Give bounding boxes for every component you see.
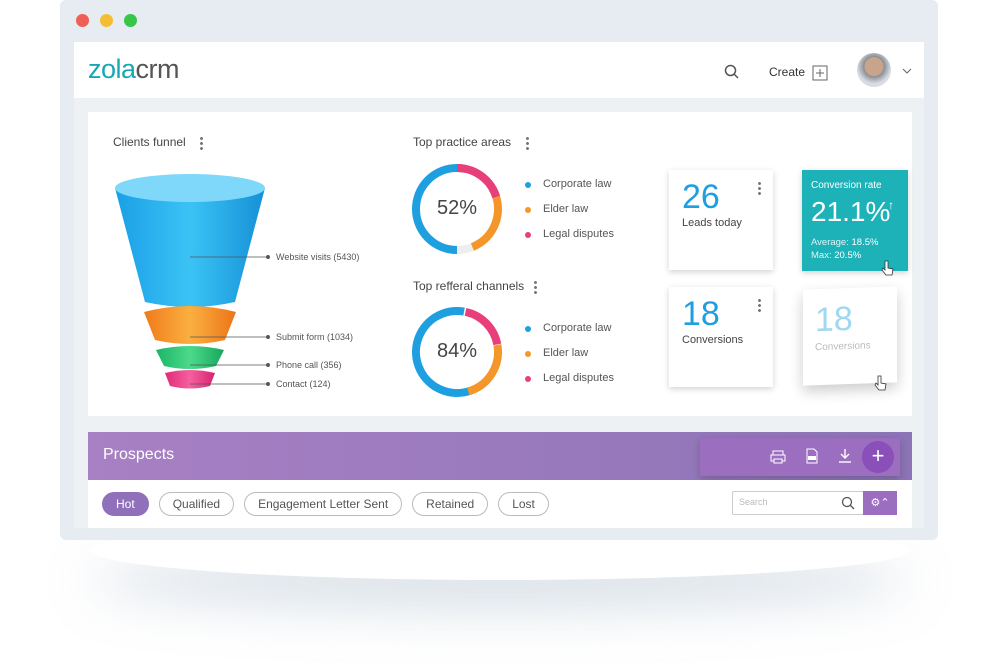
funnel-label: Phone call (356) (276, 360, 342, 370)
avatar-chevron[interactable] (902, 68, 912, 74)
kpi-label: Conversions (815, 340, 871, 354)
filter-pill[interactable]: Lost (498, 492, 549, 516)
legend-item: Legal disputes (525, 228, 614, 240)
export-button[interactable] (804, 448, 820, 464)
avatar[interactable] (857, 53, 891, 87)
stat-label: Average: (811, 237, 849, 248)
create-icon[interactable] (812, 63, 830, 81)
funnel-title: Clients funnel (113, 135, 186, 149)
section-title: Prospects (103, 446, 175, 463)
legend-label: Legal disputes (543, 228, 614, 240)
funnel-label: Website visits (5430) (276, 252, 360, 262)
logo-product: crm (135, 54, 180, 84)
trend-arrow: ↑ (888, 198, 894, 212)
funnel-label: Contact (124) (276, 379, 331, 389)
menu[interactable] (534, 280, 537, 294)
stat-row: Max: 20.5% (811, 250, 861, 261)
menu[interactable] (758, 181, 761, 195)
download-button[interactable] (837, 448, 853, 464)
search-placeholder: Search (739, 497, 768, 507)
print-button[interactable] (770, 450, 786, 464)
legend-label: Corporate law (543, 322, 612, 334)
donut-center-label: 84% (436, 340, 478, 362)
ghost-card[interactable]: 18 Conversions (803, 286, 897, 386)
funnel (115, 174, 270, 389)
filter-pills: Hot Qualified Engagement Letter Sent Retain… (102, 492, 559, 516)
funnel-stage (144, 306, 236, 344)
zoom-dot[interactable] (124, 14, 137, 27)
kpi-card[interactable]: 18 Conversions (669, 287, 773, 387)
search-box[interactable]: Search (732, 491, 864, 515)
funnel-label: Submit form (1034) (276, 332, 354, 342)
legend-label: Legal disputes (543, 372, 614, 384)
filter-pill[interactable]: Qualified (158, 492, 235, 516)
stat-value: 20.5% (834, 250, 862, 261)
section-title: Top practice areas (413, 135, 512, 149)
kpi-value: 21.1% (811, 196, 891, 227)
donut (412, 164, 502, 254)
legend-item: Legal disputes (525, 372, 614, 384)
minimize-dot[interactable] (100, 14, 113, 27)
menu[interactable] (758, 298, 761, 312)
search-icon[interactable] (841, 496, 855, 510)
filter-row: Hot Qualified Engagement Letter Sent Retain… (88, 480, 912, 528)
donut (412, 307, 502, 397)
legend-item: Corporate law (525, 322, 612, 334)
legend-label: Elder law (543, 203, 589, 215)
kpi-label: Leads today (682, 217, 742, 229)
kpi-value: 26 (682, 178, 720, 216)
stat-label: Max: (811, 250, 832, 261)
kpi-label: Conversions (682, 334, 744, 346)
menu[interactable] (526, 136, 529, 150)
card-title: Conversion rate (811, 180, 882, 191)
legend-label: Corporate law (543, 178, 612, 190)
create-button[interactable]: Create (769, 65, 806, 79)
menu[interactable] (200, 136, 203, 150)
filter-pill[interactable]: Retained (412, 492, 489, 516)
prospects-bar: Prospects + (88, 432, 912, 480)
conversion-card[interactable]: Conversion rate 21.1% ↑ Average: 18.5% M… (802, 170, 908, 271)
cursor (881, 260, 894, 276)
funnel-stage (156, 346, 224, 369)
settings-button[interactable]: ⚙⌃ (863, 491, 897, 515)
filter-pill[interactable]: Hot (102, 492, 149, 516)
search-icon[interactable] (724, 64, 740, 80)
funnel-stage (165, 370, 215, 389)
stat-row: Average: 18.5% (811, 237, 878, 248)
kpi-value: 18 (682, 295, 720, 333)
logo-brand: zola (88, 54, 136, 84)
filter-pill[interactable]: Engagement Letter Sent (244, 492, 403, 516)
donut-center-label: 52% (436, 197, 478, 219)
funnel-stage (115, 188, 265, 307)
legend-label: Elder law (543, 347, 589, 359)
kpi-card[interactable]: 26 Leads today (669, 170, 773, 270)
cursor (874, 375, 887, 391)
kpi-value: 18 (815, 299, 853, 340)
toolbar: + (700, 438, 900, 476)
funnel-top (115, 174, 265, 202)
legend-item: Elder law (525, 347, 589, 359)
section-title: Top refferal channels (413, 279, 525, 293)
legend-item: Elder law (525, 203, 589, 215)
legend-item: Corporate law (525, 178, 612, 190)
logo[interactable]: zolacrm (88, 54, 180, 85)
add-button[interactable]: + (862, 441, 894, 473)
close-dot[interactable] (76, 14, 89, 27)
stat-value: 18.5% (851, 237, 879, 248)
header: zolacrm Create (74, 42, 924, 98)
